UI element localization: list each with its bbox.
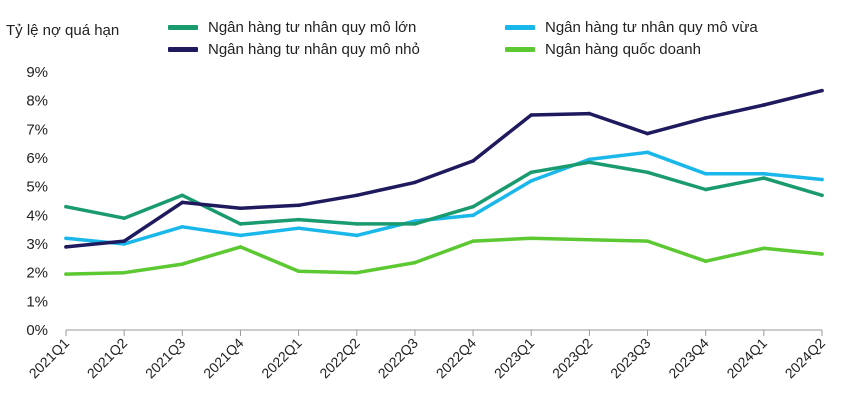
- data-point: [180, 225, 185, 229]
- x-tick-label: 2022Q4: [433, 335, 480, 382]
- data-point: [762, 103, 766, 107]
- data-point: [471, 239, 475, 243]
- data-point: [587, 237, 592, 242]
- data-point: [354, 193, 359, 198]
- x-tick-label: 2021Q4: [200, 335, 247, 382]
- data-point: [645, 170, 650, 175]
- data-point: [587, 111, 592, 116]
- data-point: [180, 193, 185, 198]
- x-tick-label: 2024Q2: [782, 335, 829, 382]
- data-point: [64, 236, 68, 241]
- data-point: [529, 113, 534, 117]
- data-point: [820, 177, 824, 182]
- data-point: [122, 270, 126, 275]
- data-point: [180, 262, 185, 266]
- data-point: [820, 88, 824, 93]
- data-point: [296, 217, 301, 222]
- y-tick-label: 5%: [26, 179, 48, 196]
- y-tick-label: 7%: [26, 121, 48, 138]
- x-tick-label: 2021Q1: [26, 335, 73, 382]
- legend-item-state-owned: Ngân hàng quốc doanh: [505, 41, 701, 58]
- data-point: [354, 233, 359, 238]
- data-point: [238, 245, 243, 249]
- data-point: [413, 260, 417, 265]
- data-point: [645, 150, 650, 155]
- series-line: [64, 160, 824, 226]
- data-point: [762, 176, 766, 180]
- data-point: [471, 213, 475, 218]
- data-point: [529, 236, 534, 241]
- y-tick-label: 1%: [26, 293, 48, 310]
- y-tick-label: 0%: [26, 322, 48, 339]
- data-point: [122, 239, 126, 243]
- x-tick-label: 2021Q2: [84, 335, 131, 382]
- legend-label-large-private: Ngân hàng tư nhân quy mô lớn: [208, 19, 417, 36]
- data-point: [122, 216, 126, 220]
- y-tick-label: 9%: [26, 64, 48, 81]
- x-tick-label: 2023Q4: [665, 335, 712, 382]
- legend-label-small-private: Ngân hàng tư nhân quy mô nhỏ: [208, 41, 420, 58]
- data-point: [471, 204, 475, 209]
- data-point: [529, 170, 534, 175]
- data-point: [296, 269, 301, 274]
- data-point: [238, 206, 243, 210]
- data-point: [180, 200, 185, 205]
- legend-item-medium-private: Ngân hàng tư nhân quy mô vừa: [505, 19, 758, 36]
- data-point: [413, 180, 417, 185]
- data-point: [762, 246, 766, 251]
- legend-item-large-private: Ngân hàng tư nhân quy mô lớn: [168, 19, 416, 36]
- x-tick-label: 2022Q3: [374, 335, 421, 382]
- y-axis-title: Tỷ lệ nợ quá hạn: [6, 22, 120, 39]
- data-point: [296, 203, 301, 208]
- data-point: [529, 179, 534, 183]
- series-line: [64, 236, 824, 276]
- legend-item-small-private: Ngân hàng tư nhân quy mô nhỏ: [168, 41, 420, 58]
- legend-swatch-small-private: [168, 47, 198, 52]
- y-tick-label: 8%: [26, 93, 48, 110]
- data-point: [296, 226, 301, 231]
- legend-swatch-medium-private: [505, 25, 535, 30]
- data-point: [238, 233, 243, 238]
- x-tick-label: 2023Q3: [607, 335, 654, 382]
- data-point: [238, 222, 243, 226]
- x-tick-label: 2021Q3: [142, 335, 189, 382]
- data-point: [587, 157, 592, 162]
- y-tick-label: 4%: [26, 207, 48, 224]
- x-tick-label: 2022Q2: [316, 335, 363, 382]
- data-point: [587, 160, 592, 165]
- data-point: [703, 259, 708, 264]
- data-point: [354, 270, 359, 275]
- data-point: [703, 116, 708, 120]
- data-point: [64, 204, 68, 209]
- x-tick-label: 2023Q2: [549, 335, 596, 382]
- data-point: [645, 131, 650, 136]
- legend-swatch-state-owned: [505, 47, 535, 52]
- legend-label-state-owned: Ngân hàng quốc doanh: [545, 41, 701, 58]
- y-tick-label: 2%: [26, 265, 48, 282]
- legend-label-medium-private: Ngân hàng tư nhân quy mô vừa: [545, 19, 758, 36]
- series-line: [64, 88, 824, 249]
- y-tick-label: 6%: [26, 150, 48, 167]
- data-point: [645, 239, 650, 243]
- data-point: [413, 222, 417, 226]
- data-point: [762, 171, 766, 176]
- series-line: [64, 150, 824, 246]
- data-point: [703, 187, 708, 192]
- data-point: [64, 245, 68, 249]
- data-point: [703, 171, 708, 176]
- x-tick-label: 2024Q1: [723, 335, 770, 382]
- data-point: [64, 272, 68, 276]
- x-tick-label: 2023Q1: [491, 335, 538, 382]
- x-tick-label: 2022Q1: [258, 335, 305, 382]
- legend-swatch-large-private: [168, 25, 198, 30]
- data-point: [354, 222, 359, 226]
- y-tick-label: 3%: [26, 236, 48, 253]
- data-point: [820, 252, 824, 256]
- data-point: [122, 242, 126, 246]
- data-point: [471, 159, 475, 163]
- data-point: [820, 193, 824, 198]
